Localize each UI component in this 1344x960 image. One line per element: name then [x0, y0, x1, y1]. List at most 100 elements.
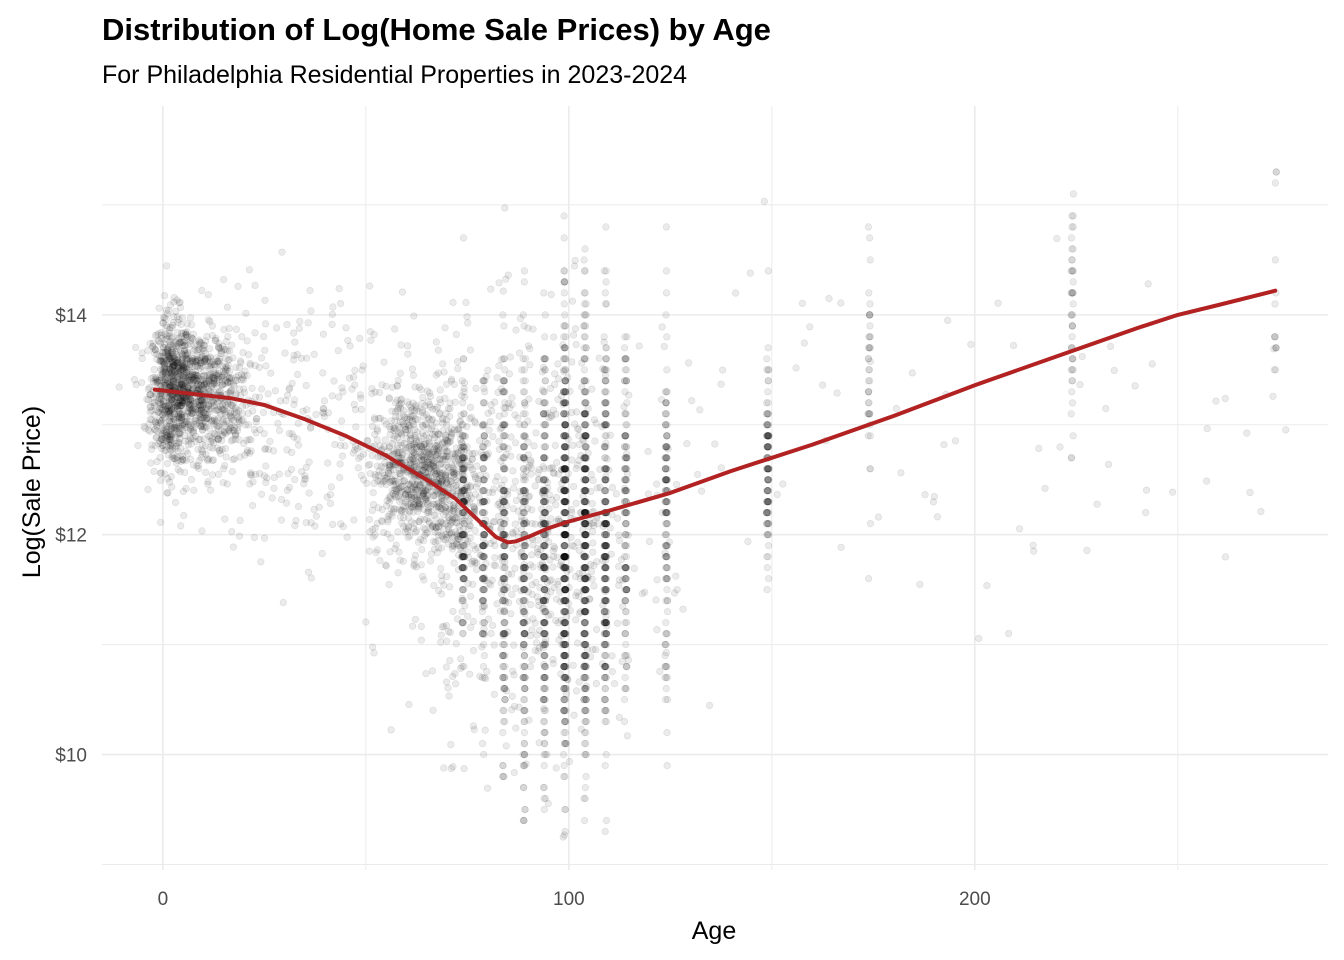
data-point [601, 300, 610, 308]
data-point [176, 468, 184, 476]
data-point [165, 329, 173, 337]
data-point [499, 432, 507, 440]
data-point [561, 717, 569, 726]
data-point [491, 541, 499, 550]
data-point [177, 380, 185, 389]
data-point [450, 470, 458, 478]
data-point [178, 381, 186, 389]
data-point [175, 315, 183, 324]
data-point [521, 805, 529, 814]
data-point [157, 469, 165, 477]
data-point [165, 348, 173, 356]
data-point [169, 404, 177, 412]
data-point [216, 357, 224, 366]
data-point [487, 285, 495, 293]
data-point [177, 444, 185, 452]
data-point [540, 509, 549, 517]
data-point [540, 586, 549, 594]
data-point [540, 640, 548, 649]
data-point [152, 418, 160, 426]
data-point [168, 430, 176, 438]
data-point [157, 427, 165, 435]
data-point [214, 470, 223, 478]
data-point [170, 359, 178, 367]
data-point [560, 761, 568, 770]
data-point [268, 494, 276, 502]
data-point [540, 454, 548, 462]
data-point [562, 597, 570, 605]
data-point [176, 376, 184, 384]
data-point [369, 501, 378, 509]
data-point [324, 459, 332, 467]
data-point [336, 473, 344, 482]
data-point [450, 426, 459, 434]
data-point [582, 542, 590, 550]
data-point [490, 561, 498, 569]
data-point [166, 431, 174, 439]
data-point [252, 418, 260, 426]
data-point [404, 522, 412, 530]
data-point [519, 750, 527, 759]
data-point [388, 383, 397, 391]
data-point [500, 355, 509, 363]
data-point [261, 346, 269, 354]
data-point [580, 608, 589, 616]
data-point [410, 312, 418, 320]
data-point [547, 588, 555, 596]
data-point [480, 640, 488, 649]
data-point [561, 487, 569, 495]
data-point [560, 289, 568, 297]
data-point [161, 433, 169, 441]
data-point [168, 406, 176, 414]
data-point [381, 475, 389, 483]
data-point [580, 794, 588, 803]
data-point [501, 564, 509, 572]
data-point [441, 324, 449, 332]
data-point [412, 438, 421, 446]
data-point [560, 619, 568, 627]
data-point [165, 438, 173, 447]
data-point [182, 331, 190, 340]
data-point [499, 311, 507, 319]
data-point [424, 485, 432, 494]
data-point [362, 618, 370, 626]
data-point [290, 329, 298, 337]
data-point [184, 440, 193, 449]
data-point [448, 507, 457, 515]
data-point [378, 518, 387, 526]
data-point [146, 390, 154, 398]
data-point [520, 553, 528, 561]
data-point [174, 465, 182, 474]
data-point [262, 462, 270, 470]
data-point [294, 370, 302, 379]
data-point [582, 520, 590, 528]
data-point [552, 494, 561, 502]
data-point [232, 325, 240, 334]
data-point [271, 387, 280, 395]
data-point [466, 403, 475, 411]
data-point [173, 368, 181, 376]
data-point [169, 397, 177, 405]
data-point [519, 520, 528, 528]
data-point [540, 608, 548, 616]
data-point [582, 454, 590, 462]
data-point [440, 525, 448, 533]
data-point [223, 366, 231, 374]
data-point [551, 441, 559, 450]
data-point [170, 341, 178, 349]
data-point [162, 406, 170, 414]
data-point [540, 750, 548, 759]
data-point [225, 355, 233, 364]
data-point [262, 479, 270, 487]
data-point [581, 267, 589, 275]
data-point [183, 382, 192, 390]
data-point [152, 406, 160, 414]
data-point [440, 535, 448, 543]
data-point [184, 450, 192, 458]
data-point [227, 374, 236, 382]
data-point [188, 410, 197, 418]
data-point [181, 372, 189, 380]
data-point [437, 631, 445, 639]
data-point [519, 662, 527, 671]
data-point [165, 363, 173, 371]
